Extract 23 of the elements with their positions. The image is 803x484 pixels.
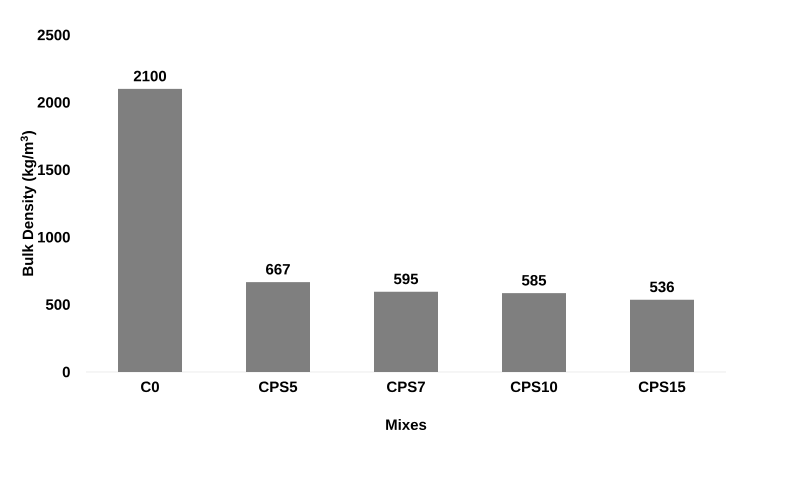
- data-label: 667: [266, 264, 290, 275]
- x-tick-label: CPS5: [259, 382, 298, 392]
- y-tick-label: 2500: [38, 30, 70, 40]
- y-tick-label: 1500: [38, 164, 70, 176]
- y-axis-title: Bulk Density (kg/m$^{3}$): [20, 131, 36, 276]
- data-label: 595: [394, 274, 418, 284]
- x-axis-title: Mixes: [386, 419, 426, 430]
- y-tick-label: 0: [62, 366, 70, 378]
- x-tick-label: C0: [141, 382, 159, 392]
- y-tick-label: 2000: [38, 97, 70, 108]
- data-label: 2100: [134, 70, 166, 82]
- y-tick-label: 1000: [38, 232, 70, 242]
- data-label: 536: [650, 282, 674, 292]
- data-label: 585: [522, 274, 546, 286]
- x-tick-label: CPS7: [387, 382, 425, 392]
- bar: [118, 88, 182, 372]
- bar: [502, 293, 566, 372]
- bar: [246, 282, 310, 372]
- bar: [630, 300, 694, 372]
- y-tick-label: 500: [46, 299, 70, 310]
- x-tick-label: CPS10: [510, 382, 558, 392]
- x-tick-label: CPS15: [638, 382, 686, 392]
- bar: [374, 292, 438, 372]
